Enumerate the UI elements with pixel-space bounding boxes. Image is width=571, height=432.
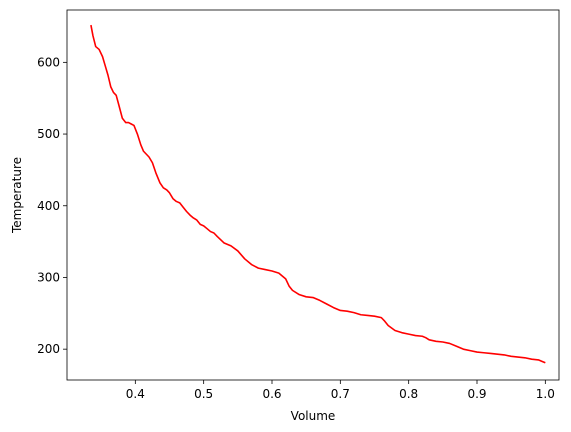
x-tick-label: 0.4 (126, 387, 145, 401)
y-tick-label: 500 (37, 127, 60, 141)
y-tick-label: 600 (37, 55, 60, 69)
x-tick-label: 0.7 (331, 387, 350, 401)
x-tick-label: 0.5 (194, 387, 213, 401)
y-axis-label: Temperature (10, 157, 24, 234)
x-tick-label: 0.9 (467, 387, 486, 401)
x-tick-label: 0.6 (262, 387, 281, 401)
y-axis: 200 300 400 500 600 (37, 55, 67, 356)
temperature-series-line (90, 24, 546, 364)
x-tick-label: 0.8 (399, 387, 418, 401)
x-axis-label: Volume (291, 409, 336, 423)
y-tick-label: 400 (37, 199, 60, 213)
x-axis: 0.4 0.5 0.6 0.7 0.8 0.9 1.0 (126, 380, 555, 401)
y-tick-label: 300 (37, 270, 60, 284)
y-tick-label: 200 (37, 342, 60, 356)
x-tick-label: 1.0 (536, 387, 555, 401)
plot-area (66, 9, 560, 381)
